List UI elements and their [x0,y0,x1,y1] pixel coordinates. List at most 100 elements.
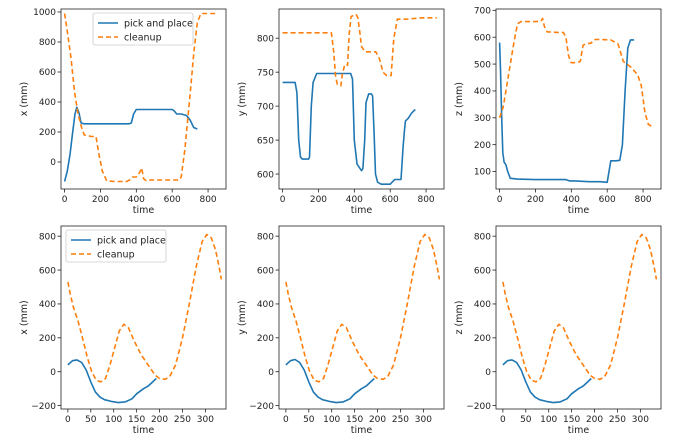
y-tick-label: 400 [39,300,56,310]
x-tick-label: 150 [563,415,580,425]
y-tick-label: 200 [39,128,56,138]
x-tick-label: 300 [197,415,214,425]
x-tick-label: 600 [382,195,399,205]
y-tick-label: 1000 [33,8,56,18]
x-tick-label: 100 [105,415,122,425]
chart-panel-5: 0 50 100 150 200 250 300 −200 0 200 400 600 800 time y… [237,225,445,436]
y-tick-label: 500 [474,60,491,70]
y-axis-title: y (mm) [237,82,248,117]
y-tick-label: −200 [249,402,274,412]
series-line-cleanup [498,17,653,128]
x-tick-label: 600 [164,195,181,205]
x-tick-label: 300 [415,415,432,425]
x-tick-label: 0 [280,195,286,205]
y-tick-label: 800 [474,232,491,242]
chart-panel-4: 0 50 100 150 200 250 300 −200 0 200 400 600 800 time x… [19,225,227,436]
y-axis-title: y (mm) [237,300,248,335]
series-line-cleanup [502,233,658,383]
y-tick-label: 0 [485,368,491,378]
plot-frame [495,8,662,190]
series-line-pick-and-place [502,359,592,404]
y-tick-label: 700 [257,102,274,112]
x-tick-label: 150 [346,415,363,425]
y-tick-label: 0 [50,368,56,378]
x-axis-title: time [568,205,590,216]
y-tick-label: 200 [474,141,491,151]
y-tick-label: 600 [474,266,491,276]
series-line-pick-and-place [67,359,157,404]
plot-frame [495,225,662,410]
legend-label-cleanup: cleanup [97,250,135,261]
plot-frame [60,8,227,190]
y-axis-title: z (mm) [454,301,465,335]
legend-label-pick-and-place: pick and place [124,19,193,30]
x-tick-label: 200 [369,415,386,425]
y-tick-label: 300 [474,114,491,124]
y-tick-label: 400 [39,98,56,108]
x-tick-label: 400 [346,195,363,205]
series-line-cleanup [282,13,437,87]
series-line-pick-and-place [285,358,375,404]
x-tick-label: 250 [392,415,409,425]
x-tick-label: 250 [609,415,626,425]
y-tick-label: −200 [31,402,56,412]
y-tick-label: 650 [257,136,274,146]
chart-panel-3: 0 200 400 600 800 100 200 300 400 500 600 700 time z … [454,7,662,216]
x-axis-title: time [351,205,373,216]
y-tick-label: 200 [39,334,56,344]
chart-panel-6: 0 50 100 150 200 250 300 −200 0 200 400 600 800 time z… [454,225,662,436]
y-tick-label: 800 [257,232,274,242]
chart-panel-1: 0 200 400 600 800 0 200 400 600 800 1000 time x (mm)… [19,8,227,216]
x-tick-label: 250 [174,415,191,425]
legend-label-cleanup: cleanup [124,33,162,44]
y-tick-label: 200 [474,334,491,344]
x-tick-label: 50 [520,415,532,425]
y-tick-label: 0 [268,368,274,378]
x-tick-label: 0 [62,195,68,205]
y-tick-label: 600 [257,266,274,276]
y-axis-title: z (mm) [454,82,465,116]
x-tick-label: 200 [151,415,168,425]
y-axis-title: x (mm) [19,82,30,117]
y-tick-label: 800 [257,34,274,44]
series-line-cleanup [63,12,217,183]
x-tick-label: 200 [527,195,544,205]
y-tick-label: 100 [474,168,491,178]
y-axis-title: x (mm) [19,300,30,335]
legend-label-pick-and-place: pick and place [97,236,166,247]
x-tick-label: 150 [128,415,145,425]
x-tick-label: 100 [323,415,340,425]
y-tick-label: 600 [39,266,56,276]
plot-frame [278,8,445,190]
series-line-cleanup [285,233,441,383]
y-tick-label: 700 [474,7,491,17]
y-tick-label: 0 [50,158,56,168]
y-tick-label: 600 [39,68,56,78]
series-line-pick-and-place [282,72,416,185]
x-tick-label: 200 [586,415,603,425]
x-tick-label: 800 [634,195,651,205]
x-tick-label: 400 [128,195,145,205]
chart-panel-2: 0 200 400 600 800 600 650 700 750 800 time y (mm) [237,8,445,216]
x-tick-label: 100 [540,415,557,425]
y-tick-label: 600 [474,33,491,43]
x-tick-label: 800 [417,195,434,205]
x-tick-label: 0 [283,415,289,425]
series-line-pick-and-place [498,39,635,184]
x-axis-title: time [133,205,155,216]
y-tick-label: 600 [257,170,274,180]
x-tick-label: 400 [563,195,580,205]
x-axis-title: time [568,425,590,436]
x-tick-label: 0 [65,415,71,425]
x-tick-label: 50 [85,415,97,425]
series-line-pick-and-place [63,106,198,182]
x-tick-label: 200 [92,195,109,205]
x-tick-label: 300 [632,415,649,425]
y-tick-label: 200 [257,334,274,344]
x-tick-label: 0 [497,195,503,205]
y-tick-label: 800 [39,38,56,48]
y-tick-label: 400 [474,87,491,97]
y-tick-label: −200 [466,402,491,412]
x-tick-label: 50 [303,415,315,425]
